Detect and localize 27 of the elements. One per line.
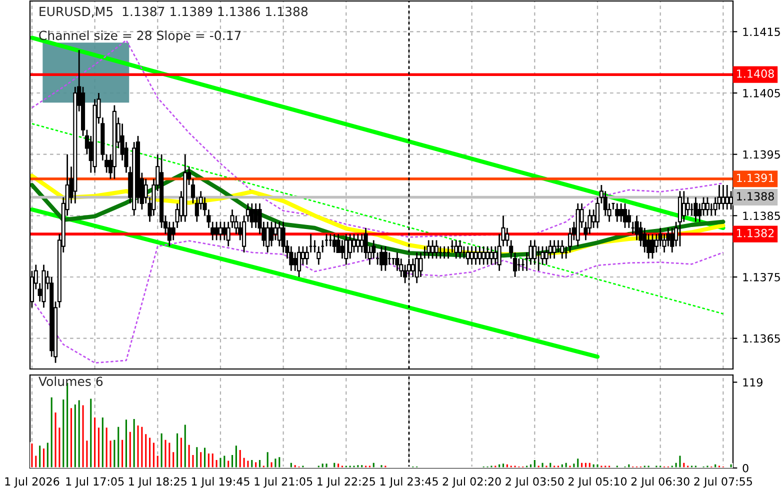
x-tick-label: 1 Jul 21:05 (254, 477, 312, 488)
y-tick-label: 1.1385 (743, 212, 780, 220)
y-tick-label: 1.1375 (743, 272, 780, 282)
x-tick-label: 1 Jul 19:45 (192, 477, 250, 488)
text: Channel size = 28 Slope = -0.17 (39, 30, 241, 43)
ref-line-label: 1.1388 (737, 192, 774, 200)
x-tick-label: 2 Jul 02:20 (442, 477, 501, 488)
y-tick-label: 1.1405 (743, 88, 780, 98)
x-tick-label: 2 Jul 06:30 (631, 477, 690, 488)
y-tick-label: 119 (743, 378, 762, 387)
x-tick-label: 1 Jul 23:45 (380, 477, 438, 488)
y-tick-label: 0 (742, 464, 748, 472)
ref-line-label: 1.1382 (737, 228, 774, 238)
chart-title: EURUSD,M5 1.1387 1.1389 1.1386 1.1388 (40, 6, 308, 18)
y-tick-label: 1.1365 (743, 334, 780, 343)
ref-line-label: 1.1391 (737, 174, 774, 182)
y-tick-label: 1.1395 (743, 150, 780, 159)
ref-line-label: 1.1408 (737, 69, 774, 78)
chart-title: Volumes 6 (38, 376, 103, 386)
x-tick-label: 2 Jul 07:55 (694, 477, 752, 488)
x-tick-label: 2 Jul 05:10 (568, 477, 627, 488)
y-tick-label: 1.1415 (743, 28, 780, 36)
x-tick-label: 2 Jul 03:50 (506, 477, 564, 488)
x-tick-label: 1 Jul 2026 (5, 477, 60, 488)
x-tick-label: 1 Jul 17:05 (66, 477, 124, 488)
x-tick-label: 1 Jul 18:25 (129, 477, 186, 488)
x-tick-label: 1 Jul 22:25 (318, 477, 375, 488)
